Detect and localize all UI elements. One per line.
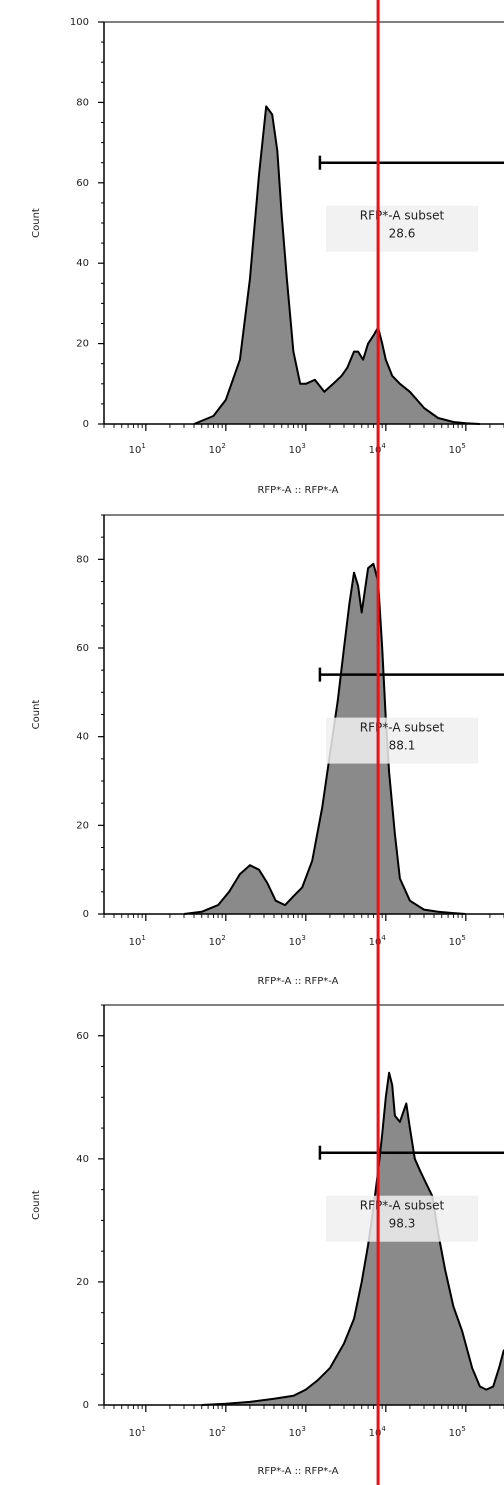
x-tick-label: 104 — [369, 442, 387, 456]
histogram-outline — [183, 562, 466, 915]
gate-label: RFP*-A subset — [360, 209, 445, 223]
gate-label-box — [326, 205, 478, 252]
x-tick-label: 103 — [289, 442, 306, 456]
y-tick-label: 0 — [83, 909, 89, 920]
y-tick-label: 20 — [76, 820, 89, 831]
gate-percentage: 98.3 — [389, 1217, 416, 1231]
x-tick-label: 101 — [129, 442, 146, 456]
x-axis-title: RFP*-A :: RFP*-A — [257, 1466, 338, 1477]
y-tick-label: 80 — [76, 97, 89, 108]
y-axis-title: Count — [31, 208, 42, 238]
y-tick-label: 40 — [76, 732, 89, 743]
y-tick-label: 60 — [76, 178, 89, 189]
x-tick-label: 103 — [289, 934, 306, 948]
y-tick-label: 40 — [76, 258, 89, 269]
histogram-fill — [194, 106, 480, 425]
x-tick-label: 102 — [209, 442, 226, 456]
histogram-fill — [184, 563, 466, 914]
y-axis-title: Count — [31, 1190, 42, 1220]
y-tick-label: 0 — [83, 419, 89, 430]
gate-label: RFP*-A subset — [360, 721, 445, 735]
y-tick-label: 0 — [83, 1400, 89, 1411]
x-tick-label: 105 — [449, 934, 466, 948]
x-axis-title: RFP*-A :: RFP*-A — [257, 976, 338, 987]
gate-label-box — [326, 717, 478, 764]
y-tick-label: 20 — [76, 339, 89, 350]
x-tick-label: 105 — [449, 1425, 466, 1439]
y-tick-label: 100 — [70, 17, 89, 28]
x-tick-label: 103 — [289, 1425, 306, 1439]
x-tick-label: 101 — [129, 1425, 146, 1439]
x-tick-label: 101 — [129, 934, 146, 948]
gate-percentage: 88.1 — [389, 739, 416, 753]
gate-label: RFP*-A subset — [360, 1199, 445, 1213]
x-tick-label: 102 — [209, 1425, 226, 1439]
x-tick-label: 102 — [209, 934, 226, 948]
gate-label-box — [326, 1195, 478, 1242]
y-tick-label: 60 — [76, 1031, 89, 1042]
histogram-fill — [201, 1072, 504, 1405]
histogram-outline — [201, 1071, 504, 1406]
x-tick-label: 104 — [369, 934, 387, 948]
x-tick-label: 105 — [449, 442, 466, 456]
y-axis-title: Count — [31, 700, 42, 730]
x-tick-label: 104 — [369, 1425, 387, 1439]
y-tick-label: 80 — [76, 554, 89, 565]
histogram-outline — [193, 105, 480, 425]
y-tick-label: 20 — [76, 1277, 89, 1288]
x-axis-title: RFP*-A :: RFP*-A — [257, 485, 338, 496]
gate-percentage: 28.6 — [389, 227, 416, 241]
histogram-panel-1: 0 20 40 60 80 100 Count 101 102 103 104 105 RFP*-A :… — [31, 17, 504, 496]
y-tick-label: 60 — [76, 643, 89, 654]
y-tick-label: 40 — [76, 1154, 89, 1165]
